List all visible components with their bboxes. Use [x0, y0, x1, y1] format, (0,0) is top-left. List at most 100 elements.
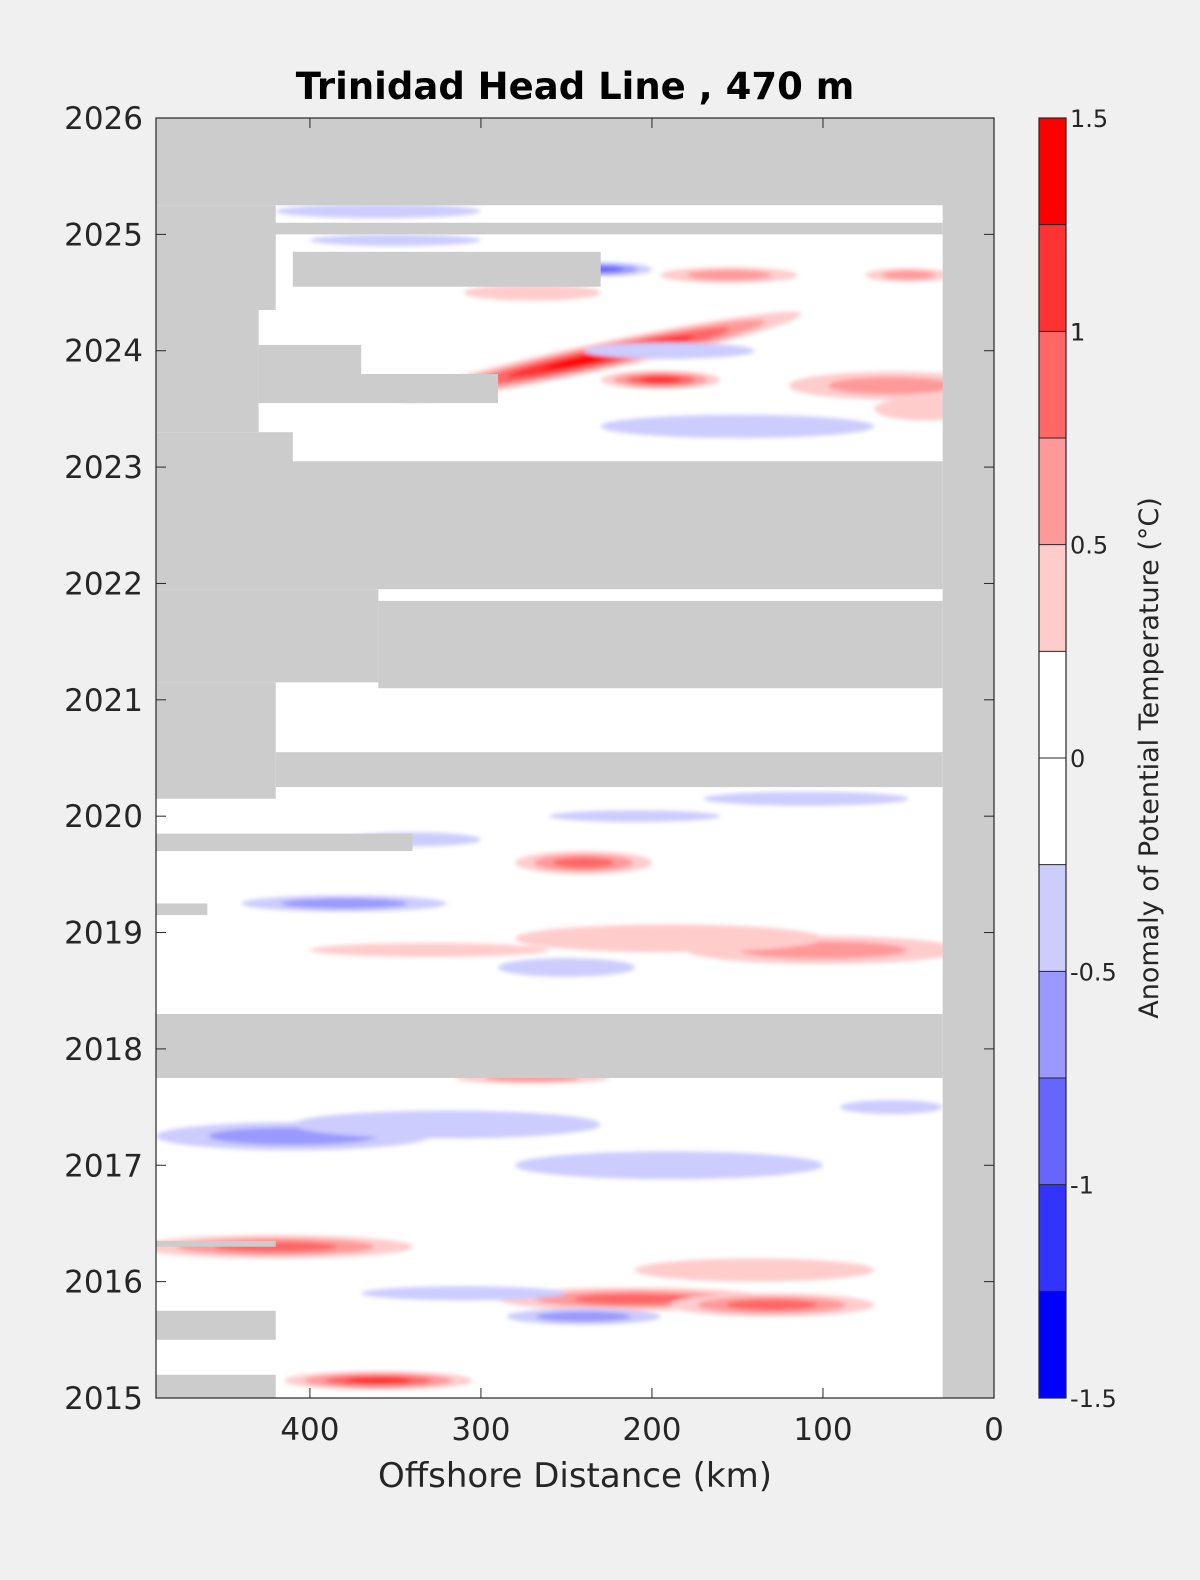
colorbar-tick-label: -1.5	[1070, 1385, 1117, 1413]
contour-level	[840, 1100, 943, 1115]
contour-level	[574, 1293, 696, 1305]
no-data-band	[156, 1014, 943, 1078]
x-tick-label: 200	[622, 1412, 681, 1448]
y-tick-label: 2015	[64, 1381, 143, 1417]
contour-level	[639, 376, 682, 384]
no-data-band	[156, 118, 994, 206]
no-data-band	[156, 1240, 276, 1247]
contour-level	[726, 1299, 818, 1311]
colorbar-cell	[1039, 331, 1066, 438]
colorbar-cell	[1039, 1291, 1066, 1398]
no-data-band	[156, 205, 276, 310]
contour-level	[280, 898, 408, 909]
plot-area	[155, 117, 995, 1399]
contour-level	[882, 270, 935, 280]
anomaly-feature	[309, 943, 550, 957]
anomaly-feature	[660, 266, 798, 284]
plot-frame	[155, 117, 995, 1399]
anomaly-feature	[634, 1258, 875, 1282]
x-tick-labels: 400 300 200 100 0	[280, 1412, 1004, 1448]
y-tick-labels: 2015 2016 2017 2018 2019 2020 2021 2022 2023 2024…	[64, 101, 143, 1417]
chart-title: Trinidad Head Line , 470 m	[296, 65, 855, 108]
anomaly-feature	[506, 1308, 661, 1325]
contour-level	[498, 958, 635, 977]
contour-level	[686, 270, 772, 281]
anomaly-feature	[498, 958, 635, 977]
x-tick-label: 300	[451, 1412, 510, 1448]
colorbar-cell	[1039, 864, 1066, 972]
no-data-band	[156, 682, 276, 799]
anomaly-feature	[284, 1371, 473, 1390]
no-data-band	[156, 461, 943, 590]
contour-level	[292, 1110, 601, 1139]
no-data-band	[275, 752, 943, 788]
colorbar-label: Anomaly of Potential Temperature (°C)	[1134, 497, 1165, 1019]
anomaly-feature	[600, 370, 721, 390]
colorbar-ticks: -1.5-0.500.511.5-11	[1039, 105, 1117, 1413]
colorbar-cell	[1039, 544, 1066, 652]
y-tick-label: 2017	[64, 1148, 143, 1184]
y-tick-label: 2018	[64, 1032, 143, 1068]
y-tick-label: 2020	[64, 799, 143, 835]
x-tick-label: 0	[984, 1412, 1004, 1448]
no-data-bands	[156, 118, 994, 1398]
anomaly-feature	[600, 414, 875, 439]
no-data-band	[156, 903, 208, 916]
anomaly-feature	[292, 1110, 601, 1139]
anomaly-feature	[463, 284, 601, 301]
x-tick-label: 100	[793, 1412, 852, 1448]
anomaly-feature	[399, 311, 802, 402]
contour-level	[361, 1286, 567, 1301]
anomaly-feature	[549, 810, 721, 822]
no-data-band	[156, 310, 259, 433]
no-data-band	[942, 118, 994, 1398]
no-data-band	[156, 1310, 276, 1340]
contour-level	[515, 924, 823, 953]
contour-level	[463, 284, 601, 301]
no-data-band	[156, 833, 413, 852]
colorbar: -1.5-0.500.511.5-11 Anomaly of Potential…	[1038, 105, 1165, 1413]
contour-level	[634, 1258, 875, 1282]
colorbar-cell	[1039, 1184, 1066, 1292]
anomaly-feature	[703, 791, 909, 806]
no-data-band	[258, 374, 499, 404]
colorbar-cell	[1039, 758, 1066, 865]
y-tick-label: 2016	[64, 1265, 143, 1301]
anomaly-feature	[669, 1293, 875, 1317]
x-axis-label: Offshore Distance (km)	[378, 1456, 772, 1496]
contour-level	[583, 342, 755, 359]
colorbar-tick-label: 1.5	[1070, 105, 1108, 133]
anomaly-feature	[361, 1286, 567, 1301]
anomaly-features	[156, 204, 994, 1390]
contour-level	[828, 377, 955, 395]
contour-level	[515, 1151, 823, 1180]
anomaly-feature	[241, 895, 447, 912]
colorbar-cell	[1039, 438, 1066, 545]
colorbar-cell	[1039, 224, 1066, 332]
colorbar-cells	[1039, 118, 1066, 1398]
y-tick-label: 2025	[64, 217, 143, 253]
x-tick-label: 400	[280, 1412, 339, 1448]
colorbar-cell	[1039, 118, 1066, 225]
y-tick-label: 2019	[64, 916, 143, 952]
colorbar-tick-label: 1	[1070, 318, 1085, 346]
y-tick-label: 2022	[64, 566, 143, 602]
contour-level	[549, 810, 721, 822]
y-tick-label: 2021	[64, 683, 143, 719]
no-data-band	[378, 600, 943, 689]
colorbar-cell	[1039, 651, 1066, 758]
anomaly-feature	[840, 1100, 943, 1115]
contour-level	[275, 204, 481, 219]
y-tick-label: 2026	[64, 101, 143, 137]
anomaly-feature	[515, 851, 652, 875]
no-data-band	[292, 251, 601, 287]
colorbar-tick-label: -0.5	[1070, 958, 1117, 986]
y-tick-label: 2023	[64, 450, 143, 486]
y-tick-label: 2024	[64, 334, 143, 370]
colorbar-cell	[1039, 971, 1066, 1078]
colorbar-tick-label: -1	[1070, 1172, 1094, 1200]
colorbar-tick-label: 1	[1070, 318, 1085, 346]
anomaly-feature	[309, 234, 481, 247]
